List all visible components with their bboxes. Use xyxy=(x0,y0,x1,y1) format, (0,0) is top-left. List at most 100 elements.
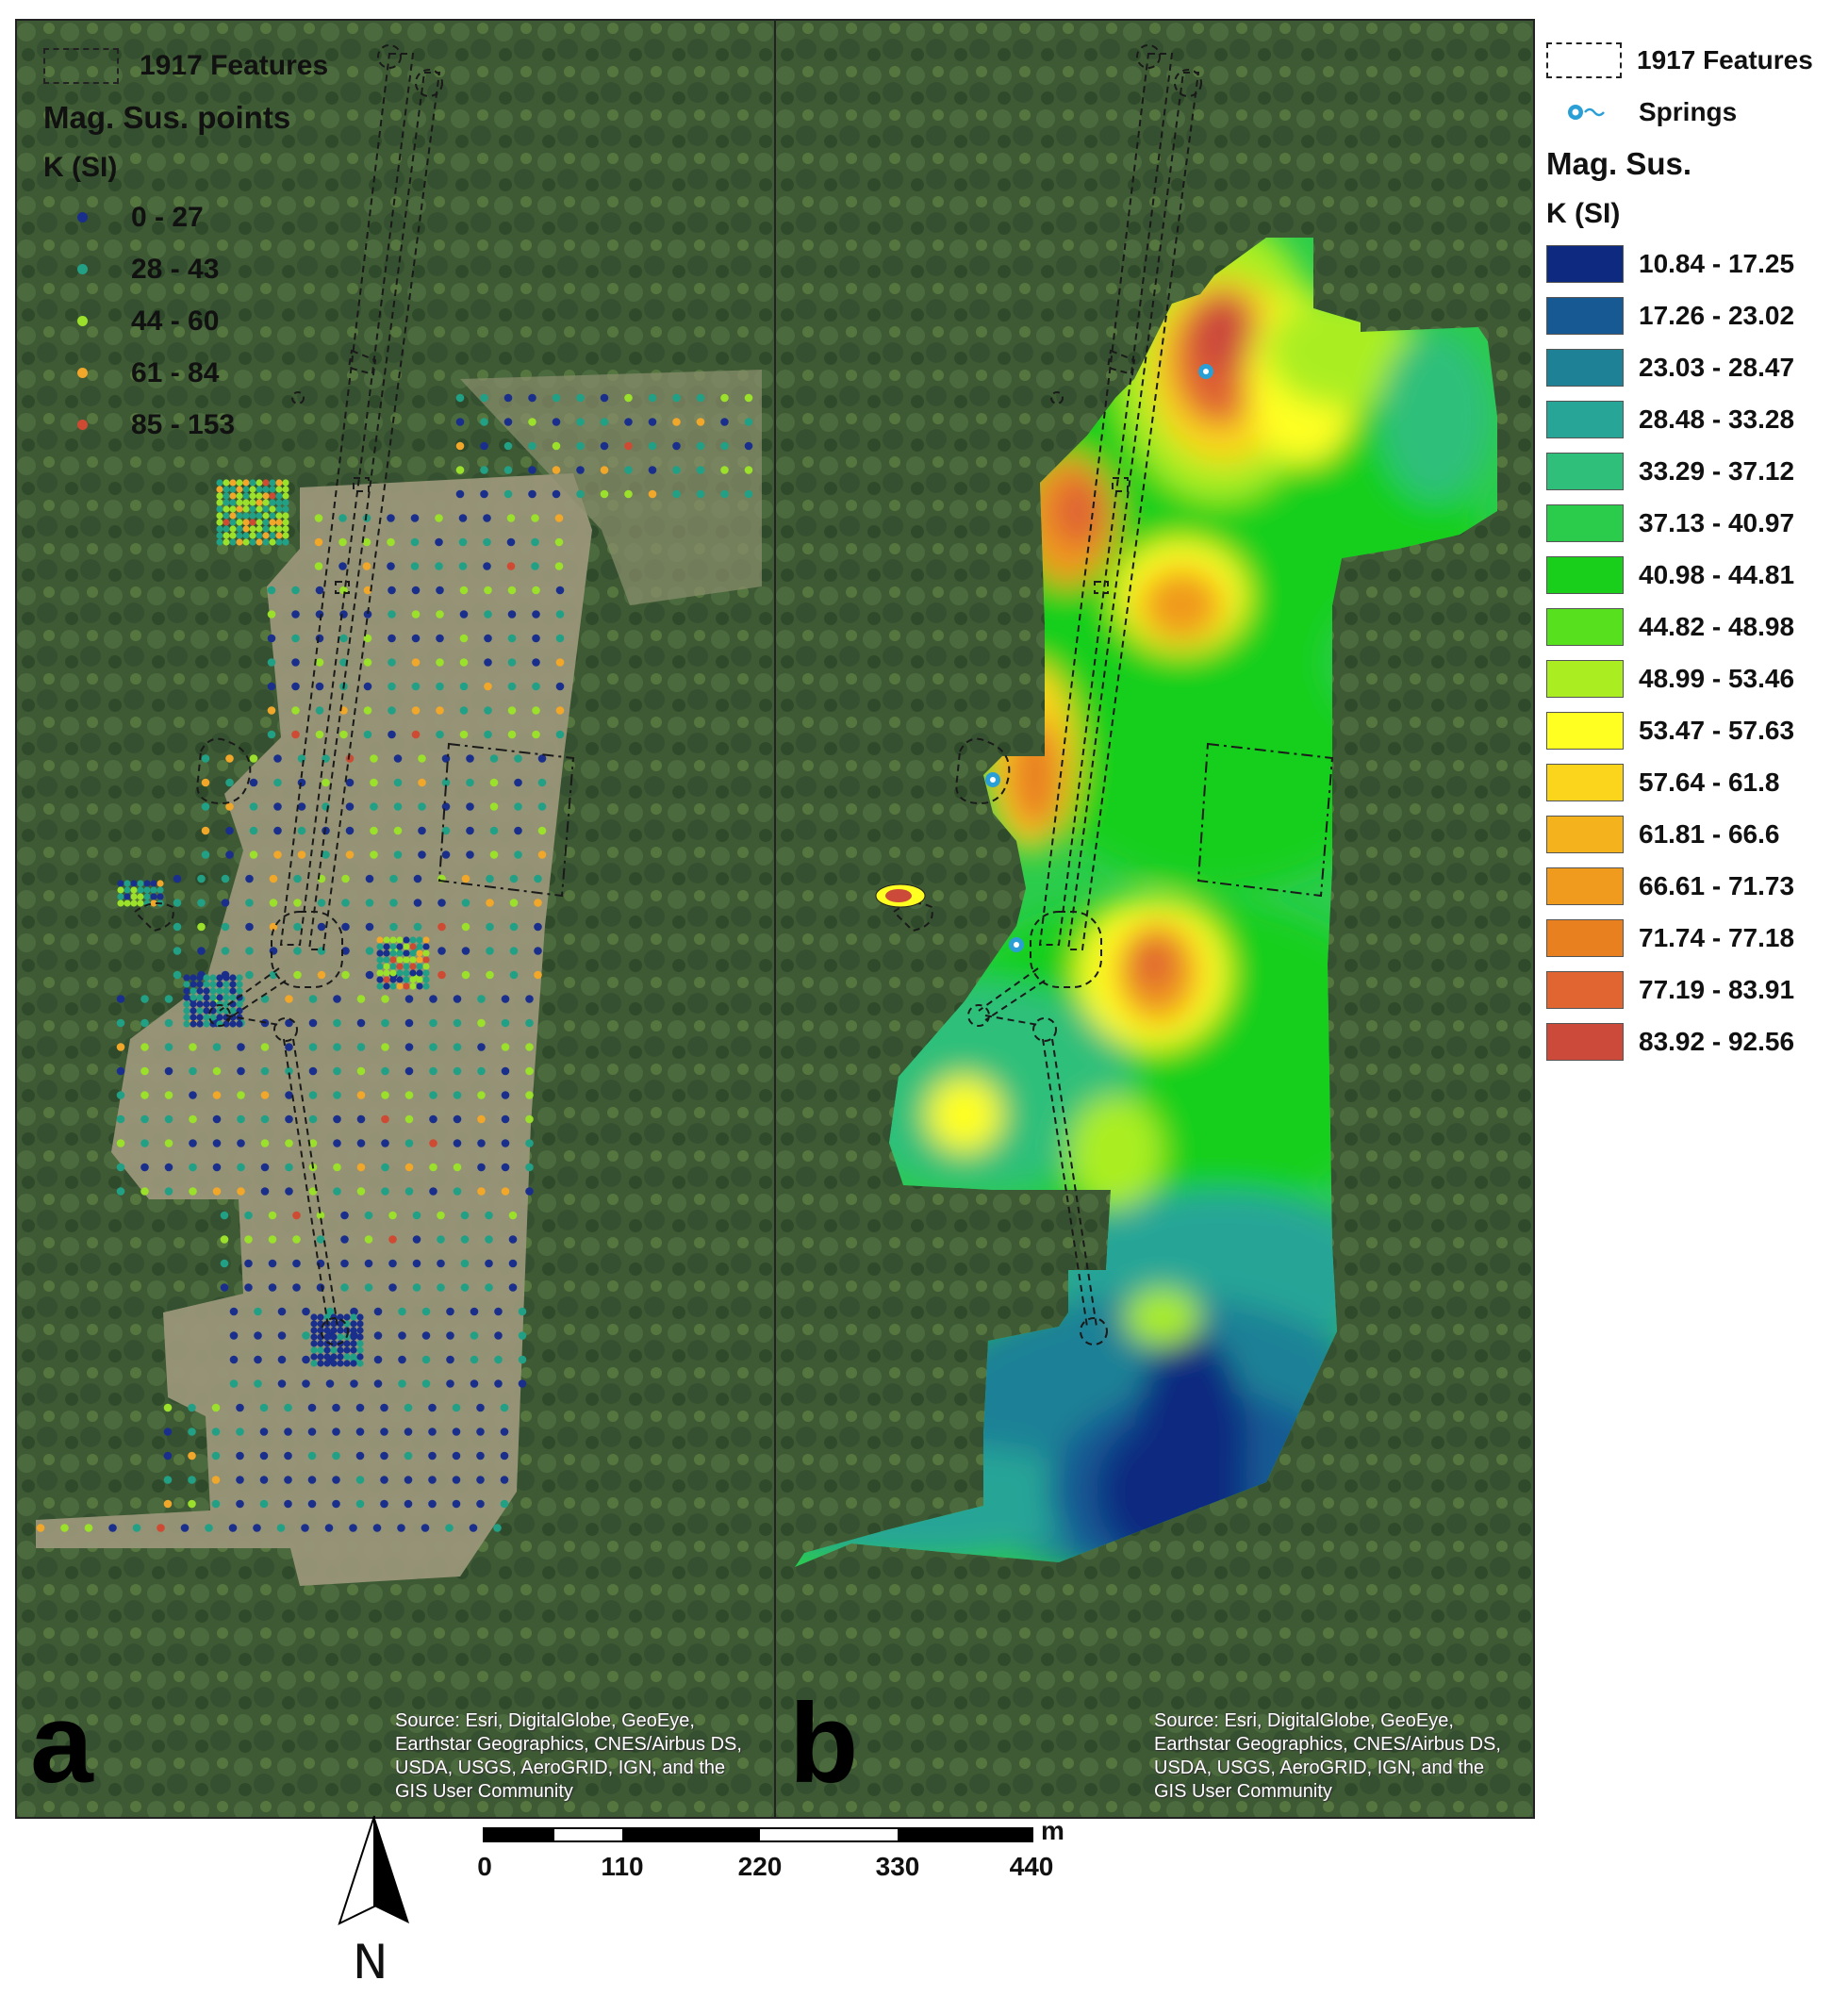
sample-point xyxy=(130,886,138,894)
sample-point xyxy=(284,1403,292,1412)
sample-point xyxy=(421,1307,431,1316)
sample-point xyxy=(413,874,422,883)
sample-point xyxy=(501,1114,510,1124)
sample-point xyxy=(282,519,289,526)
feature-1917 xyxy=(1174,69,1202,97)
sample-point xyxy=(404,1018,414,1028)
sample-point xyxy=(197,947,206,955)
sample-point xyxy=(338,514,347,522)
sample-point xyxy=(196,994,204,1001)
sample-point xyxy=(269,519,276,526)
sample-point xyxy=(333,1066,341,1076)
sample-point xyxy=(163,1451,173,1461)
sample-point xyxy=(396,963,404,970)
sample-point xyxy=(387,537,395,547)
sample-point xyxy=(403,943,410,950)
sample-point xyxy=(291,634,300,643)
feature-1917 xyxy=(1080,1317,1108,1345)
feature-1917 xyxy=(1106,349,1136,376)
sample-point xyxy=(140,1043,149,1051)
sample-point xyxy=(489,826,499,835)
map-panel-a[interactable]: 1917 Features Mag. Sus. points K (SI) 0 … xyxy=(15,19,776,1819)
sample-point xyxy=(537,778,547,787)
legend-swatch xyxy=(1546,244,1624,283)
sample-point xyxy=(254,1307,262,1316)
sample-point xyxy=(333,1018,341,1028)
sample-point xyxy=(576,466,585,474)
sample-point xyxy=(292,1259,301,1268)
sample-point xyxy=(259,1476,269,1484)
sample-point xyxy=(307,1476,317,1484)
sample-point xyxy=(376,969,384,977)
sample-point xyxy=(404,1428,413,1436)
sample-point xyxy=(333,1091,341,1099)
sample-point xyxy=(229,512,237,520)
sample-point xyxy=(259,1403,269,1412)
sample-point xyxy=(315,658,324,667)
map-panel-b[interactable]: Source: Esri, DigitalGlobe, GeoEye, Eart… xyxy=(774,19,1535,1819)
sample-point xyxy=(333,995,341,1003)
sample-point xyxy=(308,1187,318,1196)
clearing-area xyxy=(36,370,762,1586)
sample-point xyxy=(501,1018,510,1028)
sample-point xyxy=(340,1235,349,1244)
legend-class-row: 44.82 - 48.98 xyxy=(1546,601,1848,652)
sample-point xyxy=(477,1163,486,1172)
sample-point xyxy=(506,537,516,547)
sample-point xyxy=(428,1499,437,1509)
legend-swatch xyxy=(1546,400,1624,438)
sample-point xyxy=(494,1331,503,1340)
legend-swatch xyxy=(1546,711,1624,750)
sample-point xyxy=(525,1091,534,1099)
sample-point xyxy=(157,893,164,900)
sample-point xyxy=(429,1163,437,1172)
sample-point xyxy=(262,479,270,487)
feature-1917 xyxy=(291,391,305,404)
feature-1917 xyxy=(196,737,252,805)
sample-point xyxy=(480,393,488,403)
legend-class-row: 44 - 60 xyxy=(43,295,328,347)
sample-point xyxy=(237,1139,245,1147)
sample-point xyxy=(211,1428,221,1436)
sample-point xyxy=(260,1114,270,1124)
sample-point xyxy=(525,1187,534,1196)
sample-point xyxy=(404,1091,414,1099)
sample-point xyxy=(297,754,306,763)
sample-point xyxy=(576,489,585,499)
sample-point xyxy=(183,1000,190,1008)
sample-point xyxy=(216,974,223,982)
sample-point xyxy=(282,479,289,487)
sample-point xyxy=(370,850,378,859)
sample-point xyxy=(489,802,499,811)
sample-point xyxy=(364,1211,373,1220)
surface-zone xyxy=(1139,568,1224,643)
map-b-canvas xyxy=(776,21,1533,1817)
sample-point xyxy=(514,850,522,859)
sample-point xyxy=(437,1259,445,1268)
sample-point xyxy=(196,1000,204,1008)
sample-point xyxy=(409,949,417,957)
sample-point xyxy=(256,538,263,546)
sample-point xyxy=(273,826,282,835)
legend-class-label: 85 - 153 xyxy=(131,408,236,440)
sample-point xyxy=(356,1333,364,1341)
sample-point xyxy=(389,963,397,970)
sample-point xyxy=(212,1139,222,1147)
feature-1917 xyxy=(437,742,575,898)
sample-point xyxy=(124,899,131,907)
sample-point xyxy=(383,982,390,990)
legend-swatch xyxy=(1546,763,1624,801)
spring-marker xyxy=(985,772,1000,787)
sample-point xyxy=(216,505,223,513)
sample-point xyxy=(404,1066,414,1076)
scale-tick-label: 330 xyxy=(875,1852,920,1881)
sample-point xyxy=(409,976,417,983)
sample-point xyxy=(509,922,519,932)
sample-point xyxy=(310,1346,318,1354)
sample-point xyxy=(356,1018,366,1028)
sample-point xyxy=(380,1476,388,1484)
features-1917-layer xyxy=(892,44,1334,1345)
sample-point xyxy=(188,1403,196,1412)
sample-point xyxy=(229,1355,239,1364)
sample-point xyxy=(277,1307,287,1316)
